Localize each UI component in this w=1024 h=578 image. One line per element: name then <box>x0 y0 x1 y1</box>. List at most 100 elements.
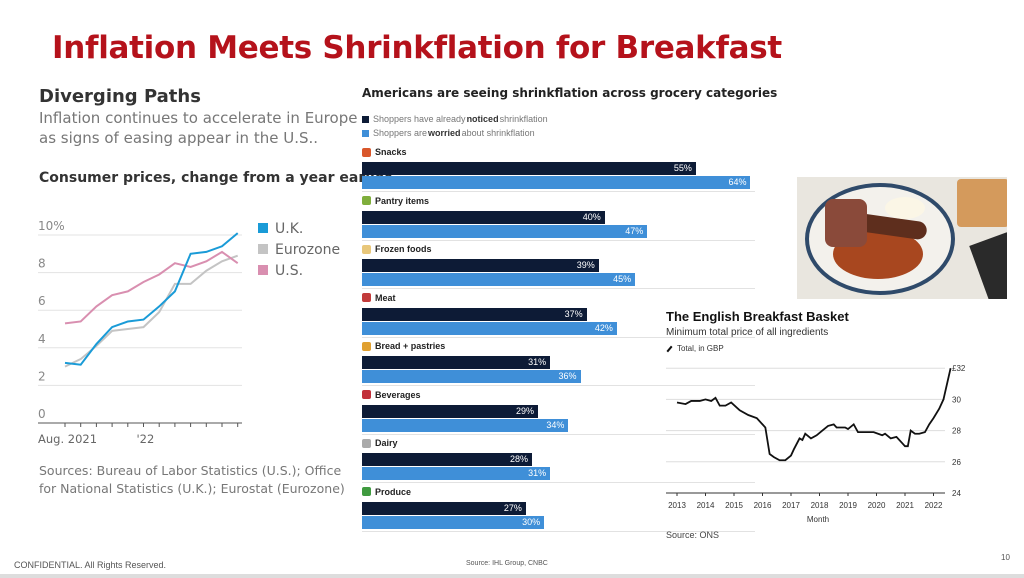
bar-worried: 47% <box>362 224 648 238</box>
x-tick-label: 2017 <box>782 501 800 510</box>
row-divider <box>362 288 755 289</box>
category-label: Dairy <box>362 438 398 448</box>
row-divider <box>362 433 755 435</box>
y-tick-label: 30 <box>952 395 961 404</box>
breakfast-chart-source: Source: ONS <box>666 530 720 540</box>
bar-value-label: 31% <box>528 468 547 478</box>
inflation-line-chart: 10% 8 6 4 2 0 Aug. 2021 '22 U.K. Eurozone U.S. <box>38 219 340 446</box>
row-divider <box>362 482 755 483</box>
y-tick-label: 24 <box>952 489 961 498</box>
legend-swatch <box>362 115 369 123</box>
category-name: Pantry items <box>375 195 430 206</box>
x-tick-label: 2018 <box>811 501 829 510</box>
y-tick-label: 8 <box>38 257 46 271</box>
chart-title: Diverging Paths <box>39 86 201 107</box>
legend-label: Eurozone <box>275 242 340 258</box>
chart-subtitle: Inflation continues to accelerate in Eur… <box>39 109 358 147</box>
x-tick-label: 2015 <box>725 501 743 510</box>
toast <box>957 179 1007 227</box>
legend-text: Shoppers have already <box>373 114 466 124</box>
bar-worried: 31% <box>362 467 551 480</box>
bar-value-label: 40% <box>582 211 601 222</box>
bar-value-label: 30% <box>522 516 541 527</box>
series-line-us <box>64 250 239 325</box>
cup-icon <box>362 390 371 399</box>
x-tick-label: 2016 <box>754 501 772 510</box>
chart-source: Sources: Bureau of Labor Statistics (U.S… <box>39 463 345 496</box>
bar-noticed: 27% <box>362 501 526 515</box>
bar-value-label: 28% <box>509 454 528 464</box>
legend-label: U.K. <box>275 221 303 237</box>
category-name: Beverages <box>375 389 421 400</box>
bacon <box>825 199 867 247</box>
bar-noticed: 39% <box>362 259 599 272</box>
y-tick-label: 28 <box>952 427 961 436</box>
category-name: Produce <box>375 486 412 497</box>
bar-value-label: 47% <box>625 225 644 236</box>
ice-cream-icon <box>362 244 371 254</box>
breakfast-line-chart: £32 30 28 26 24 2013 2014 2015 2016 2017 2018 2019 2… <box>666 364 966 524</box>
x-tick-label: 2019 <box>839 501 857 510</box>
bar-noticed: 37% <box>362 307 587 321</box>
breakfast-photo <box>797 177 1007 299</box>
meat-icon <box>362 293 371 302</box>
row-divider <box>362 239 755 241</box>
x-tick-label: 2020 <box>868 501 886 510</box>
y-tick-label: £32 <box>952 364 966 373</box>
bar-noticed: 28% <box>362 453 532 466</box>
category-label: Bread + pastries <box>362 341 445 351</box>
jar-icon <box>362 196 371 205</box>
category-name: Snacks <box>375 147 407 157</box>
chart-label: Consumer prices, change from a year earl… <box>39 170 392 186</box>
bar-value-label: 36% <box>558 371 577 381</box>
x-tick-label: 2013 <box>668 501 686 510</box>
row-divider <box>362 336 755 338</box>
bar-value-label: 27% <box>503 502 522 513</box>
bar-value-label: 34% <box>546 419 565 430</box>
breakfast-legend: Total, in GBP <box>666 344 724 353</box>
x-tick-label: 2014 <box>697 501 715 510</box>
bar-value-label: 31% <box>528 357 547 367</box>
y-tick-label: 4 <box>38 332 46 346</box>
category-name: Dairy <box>375 438 398 448</box>
row-divider <box>362 191 755 192</box>
legend-text-bold: noticed <box>466 114 499 124</box>
legend-text: Shoppers are <box>373 128 428 138</box>
category-label: Beverages <box>362 390 421 400</box>
bar-value-label: 64% <box>728 177 747 187</box>
bar-value-label: 39% <box>576 260 595 270</box>
bar-value-label: 45% <box>613 274 632 284</box>
milk-icon <box>362 438 371 448</box>
photo-shadow <box>969 232 1007 299</box>
category-label: Snacks <box>362 147 407 157</box>
category-name: Bread + pastries <box>375 341 446 351</box>
bar-worried: 36% <box>362 370 581 383</box>
footer-source: Source: IHL Group, CNBC <box>466 560 548 567</box>
legend-label: U.S. <box>275 263 303 279</box>
bar-worried: 30% <box>362 515 545 529</box>
x-tick-label: 2022 <box>925 501 943 510</box>
legend-swatch <box>258 265 268 275</box>
bar-chart-title: Americans are seeing shrinkflation acros… <box>362 86 778 100</box>
bar-value-label: 37% <box>564 308 583 319</box>
bar-noticed: 55% <box>362 162 696 175</box>
legend-worried: Shoppers are worried about shrinkflation <box>362 128 535 138</box>
bread-icon <box>362 341 371 351</box>
x-axis-label: Month <box>807 515 829 524</box>
legend-text-bold: worried <box>428 128 461 138</box>
shrinkflation-bar-chart: Snacks 55% 64% Pantry items 40% 47% Frozen foo… <box>362 0 762 540</box>
legend-noticed: Shoppers have already noticed shrinkflat… <box>362 114 548 124</box>
egg <box>885 197 925 219</box>
legend-text: about shrinkflation <box>461 128 535 138</box>
y-tick-label: 0 <box>38 407 46 421</box>
broccoli-icon <box>362 487 371 496</box>
category-name: Meat <box>375 292 396 303</box>
x-tick-label: 2021 <box>896 501 914 510</box>
bar-value-label: 29% <box>516 405 535 416</box>
legend-swatch <box>258 223 268 233</box>
legend-swatch <box>258 244 268 254</box>
category-label: Frozen foods <box>362 244 432 254</box>
series-line-uk <box>64 232 239 366</box>
popcorn-icon <box>362 147 371 157</box>
bar-noticed: 40% <box>362 210 605 224</box>
